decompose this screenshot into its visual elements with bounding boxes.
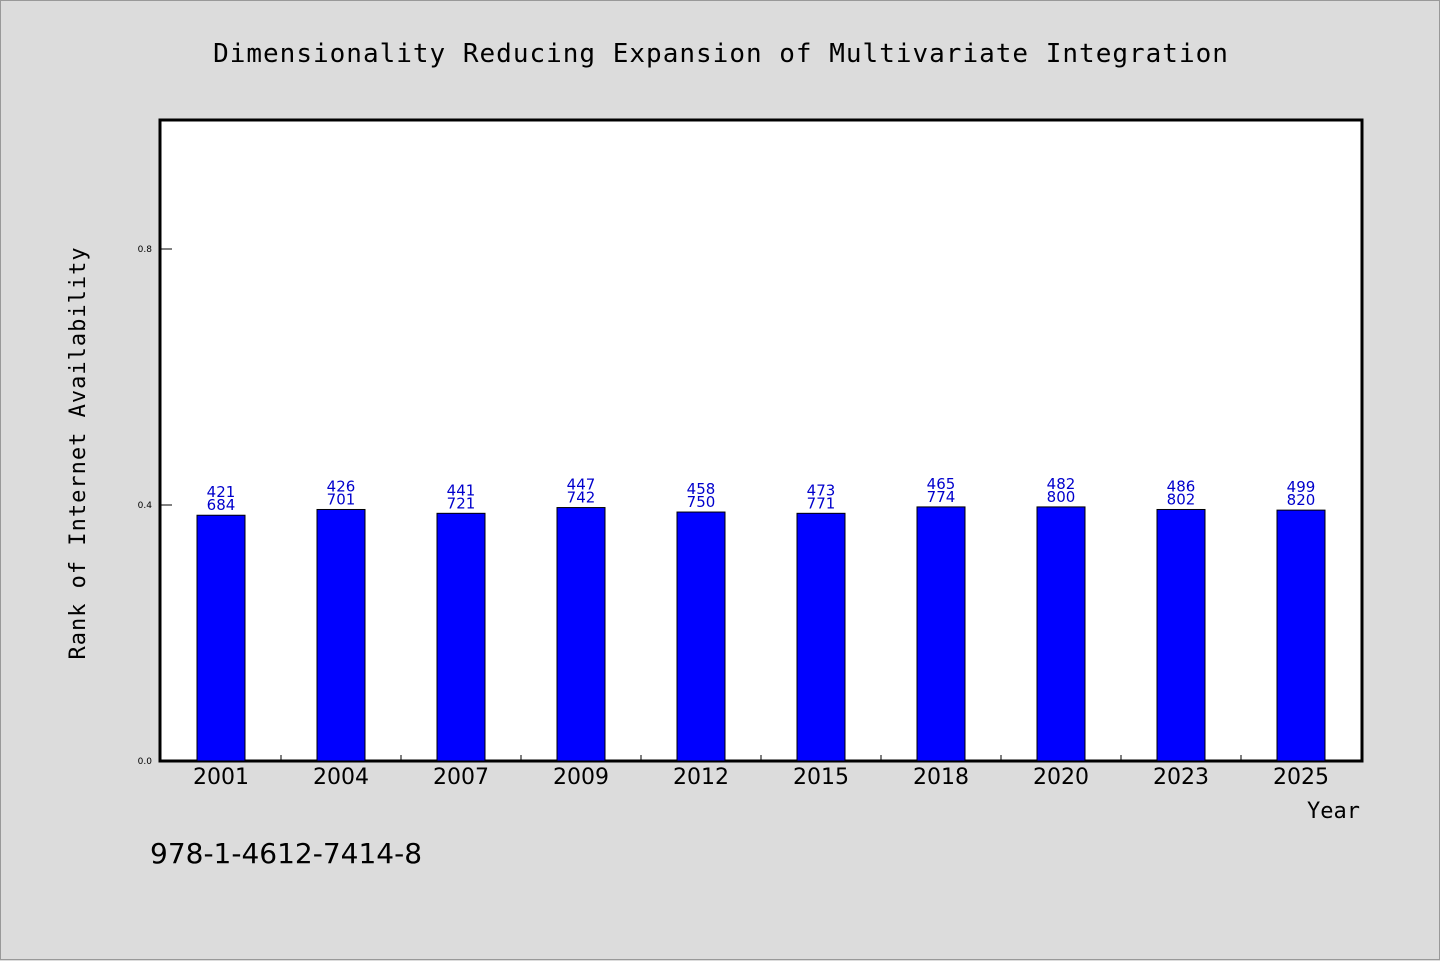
data-label-bottom-2015: 771 [807,494,836,512]
data-label-top-2023: 486 [1167,477,1196,495]
data-label-top-2018: 465 [927,475,956,493]
y-tick-label-0.4: 0.4 [138,501,153,511]
bar-2007 [436,512,486,762]
data-label-bottom-2020: 800 [1047,488,1076,506]
x-tick-label-2001: 2001 [193,765,249,790]
data-label-bottom-2023: 802 [1167,490,1196,508]
x-tick-label-2025: 2025 [1273,765,1329,790]
bar-2020 [1036,506,1086,762]
x-tick-label-2007: 2007 [433,765,489,790]
x-tick-label-2023: 2023 [1153,765,1209,790]
data-label-top-2020: 482 [1047,475,1076,493]
data-label-top-2025: 499 [1287,478,1316,496]
data-label-bottom-2004: 701 [327,490,356,508]
data-label-bottom-2018: 774 [927,488,956,506]
y-axis-ticks: 0.0 0.4 0.8 [138,245,172,767]
bars-layer [196,506,1326,762]
data-label-top-2001: 421 [207,483,236,501]
bar-2023 [1156,508,1206,762]
bar-2004 [316,508,366,762]
data-label-bottom-2009: 742 [567,489,596,507]
chart-title: Dimensionality Reducing Expansion of Mul… [213,39,1229,69]
data-label-top-2015: 473 [807,481,836,499]
x-tick-label-2009: 2009 [553,765,609,790]
data-label-bottom-2025: 820 [1287,491,1316,509]
data-label-top-2012: 458 [687,480,716,498]
bar-2001 [196,514,246,762]
y-tick-label-0.0: 0.0 [138,757,153,767]
bar-2009 [556,507,606,762]
x-tick-label-2015: 2015 [793,765,849,790]
data-label-top-2009: 447 [567,476,596,494]
x-tick-label-2012: 2012 [673,765,729,790]
x-tick-label-2018: 2018 [913,765,969,790]
data-label-bottom-2001: 684 [207,496,236,514]
bar-2015 [796,512,846,762]
bar-2018 [916,506,966,762]
data-label-top-2007: 441 [447,481,476,499]
footer-isbn: 978-1-4612-7414-8 [150,837,422,870]
x-tick-label-2004: 2004 [313,765,369,790]
data-label-bottom-2012: 750 [687,493,716,511]
data-label-top-2004: 426 [327,477,356,495]
bar-2012 [676,511,726,762]
x-axis-ticks: 2001 2004 2007 2009 2012 2015 2018 2020 2023 2025 [193,755,1329,790]
y-tick-label-0.8: 0.8 [138,245,153,255]
y-axis-label: Rank of Internet Availability [66,246,91,659]
bar-2025 [1276,509,1326,762]
data-label-bottom-2007: 721 [447,494,476,512]
x-axis-label: Year [1307,799,1360,824]
x-tick-label-2020: 2020 [1033,765,1089,790]
